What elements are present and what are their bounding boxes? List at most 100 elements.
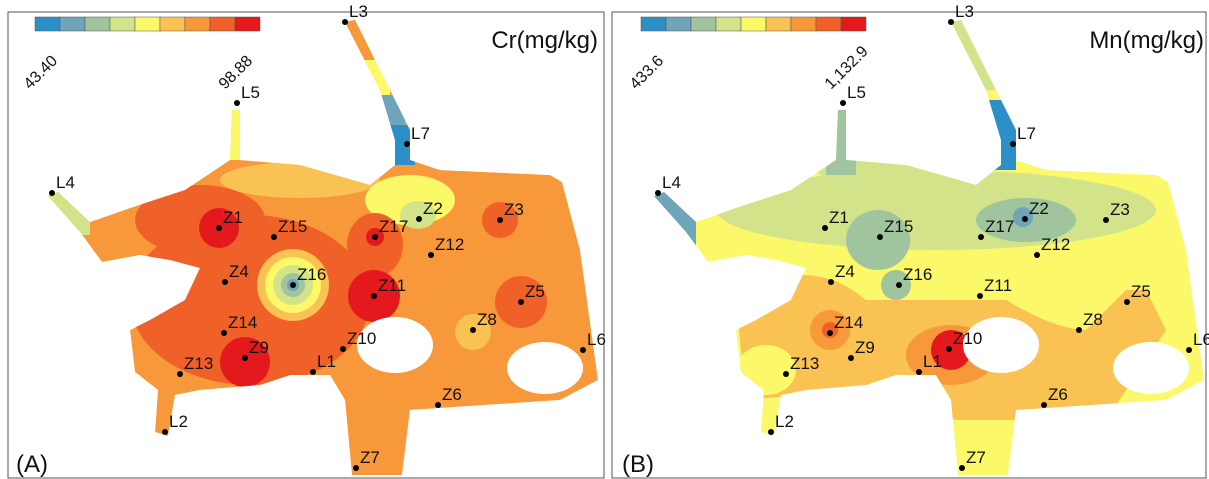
sample-point (162, 429, 168, 435)
legend-swatch (234, 16, 261, 32)
sample-point-label: Z4 (229, 262, 249, 281)
sample-point (470, 327, 476, 333)
sample-point-label: Z3 (504, 200, 524, 219)
legend-swatch (134, 16, 161, 32)
sample-point-label: Z11 (378, 276, 406, 295)
legend-swatch (740, 16, 767, 32)
legend-swatch (790, 16, 817, 32)
sample-point-label: L3 (955, 2, 974, 21)
sample-point-label: Z2 (423, 199, 443, 218)
sample-point (848, 355, 854, 361)
sample-point (234, 100, 240, 106)
sample-point (404, 141, 410, 147)
sample-point (580, 347, 586, 353)
sample-point-label: Z9 (249, 338, 269, 357)
sample-point (340, 346, 346, 352)
sample-point (1041, 402, 1047, 408)
sample-point (222, 279, 228, 285)
sample-point (290, 282, 296, 288)
sample-point-label: Z5 (1131, 282, 1151, 301)
sample-point-label: L4 (56, 173, 75, 192)
sample-point (828, 279, 834, 285)
sample-point-label: Z6 (442, 385, 462, 404)
sample-point (1124, 299, 1130, 305)
sample-point-label: L4 (662, 173, 681, 192)
sample-point-label: Z12 (435, 235, 464, 254)
sample-point-label: L6 (1193, 330, 1209, 349)
legend-swatch (184, 16, 211, 32)
sample-point-label: Z6 (1048, 385, 1068, 404)
sample-point-label: L2 (775, 412, 794, 431)
sample-point (946, 346, 952, 352)
sample-point (242, 355, 248, 361)
sample-point-label: Z4 (835, 262, 855, 281)
sample-point (822, 225, 828, 231)
sample-point (342, 19, 348, 25)
sample-point (435, 402, 441, 408)
sample-point-label: L7 (411, 124, 430, 143)
sample-point (916, 369, 922, 375)
sample-point-label: L5 (847, 83, 866, 102)
legend-swatch (715, 16, 742, 32)
sample-point (840, 100, 846, 106)
legend-swatch (690, 16, 717, 32)
sample-point-label: Z14 (228, 313, 257, 332)
legend-swatch (640, 16, 667, 32)
sample-point (497, 217, 503, 223)
sample-point (1076, 327, 1082, 333)
sample-point-label: Z7 (966, 448, 986, 467)
sample-point-label: Z13 (790, 354, 819, 373)
sample-point (371, 293, 377, 299)
sample-point-label: Z10 (953, 329, 982, 348)
sample-point-label: Z13 (184, 354, 213, 373)
legend-swatch (159, 16, 186, 32)
panel-label: (A) (16, 451, 48, 478)
sample-point-label: Z8 (1083, 310, 1103, 329)
sample-point-label: Z8 (477, 310, 497, 329)
sample-point (518, 299, 524, 305)
sample-point (655, 190, 661, 196)
sample-point-label: L5 (241, 83, 260, 102)
sample-point (959, 465, 965, 471)
sample-point (310, 369, 316, 375)
sample-point (428, 252, 434, 258)
sample-point (1186, 347, 1192, 353)
sample-point (768, 429, 774, 435)
sample-point-label: Z17 (379, 217, 408, 236)
sample-point (896, 282, 902, 288)
sample-point (216, 225, 222, 231)
legend-swatch (109, 16, 136, 32)
sample-point (1022, 216, 1028, 222)
sample-point (783, 371, 789, 377)
legend-swatch (665, 16, 692, 32)
legend-swatch (34, 16, 61, 32)
sample-point-label: L1 (923, 352, 942, 371)
sample-point-label: Z7 (360, 448, 380, 467)
legend-swatch (59, 16, 86, 32)
sample-point-label: Z3 (1110, 200, 1130, 219)
legend-swatch (84, 16, 111, 32)
sample-point-label: Z16 (903, 265, 932, 284)
sample-point-label: Z17 (985, 217, 1014, 236)
sample-point-label: L3 (349, 2, 368, 21)
sample-point (877, 234, 883, 240)
panel-title: Cr(mg/kg) (491, 27, 598, 54)
sample-point (977, 293, 983, 299)
sample-point (978, 234, 984, 240)
sample-point (177, 371, 183, 377)
sample-point (827, 330, 833, 336)
sample-point-label: Z12 (1041, 235, 1070, 254)
panel-label: (B) (622, 451, 654, 478)
sample-point (1010, 141, 1016, 147)
sample-point (221, 330, 227, 336)
legend-swatch (815, 16, 842, 32)
sample-point-label: Z15 (278, 217, 307, 236)
sample-point (372, 234, 378, 240)
sample-point-label: Z16 (297, 265, 326, 284)
sample-point-label: Z15 (884, 217, 913, 236)
legend-swatch (209, 16, 236, 32)
sample-point-label: Z11 (984, 276, 1012, 295)
